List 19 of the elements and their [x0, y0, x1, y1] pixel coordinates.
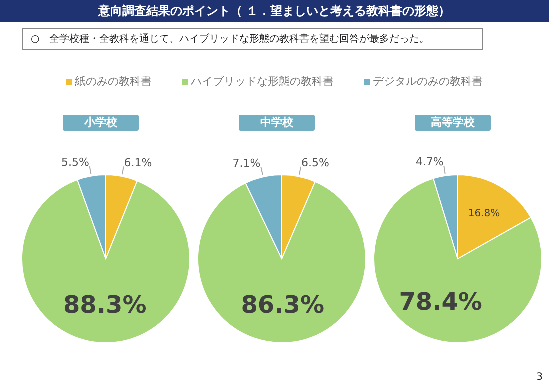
text: ○ 全学校種・全教科を通じて、ハイブリッドな形態の教科書を望む回答が最多だった。: [22, 28, 483, 50]
chart-title: 高等学校: [415, 115, 491, 131]
data-label: 16.8%: [468, 208, 500, 220]
legend-label: ハイブリッドな形態の教科書: [191, 74, 334, 89]
data-label: 86.3%: [241, 291, 325, 320]
legend-label: デジタルのみの教科書: [373, 74, 483, 89]
data-label: 5.5%: [62, 156, 90, 169]
legend-label: 紙のみの教科書: [75, 74, 152, 89]
data-label: 6.5%: [301, 156, 330, 170]
data-label: 88.3%: [63, 291, 147, 320]
data-label: 7.1%: [232, 156, 261, 170]
data-label: 78.4%: [399, 288, 482, 316]
pie-slice: [374, 178, 542, 344]
text: 小学校: [63, 115, 139, 131]
text: 3: [536, 372, 543, 383]
data-label: 4.7%: [416, 156, 444, 169]
chart-title: 中学校: [239, 115, 315, 131]
text: 意向調査結果のポイント（ １．望ましいと考える教科書の形態）: [0, 0, 549, 22]
data-label: 6.1%: [124, 156, 152, 170]
